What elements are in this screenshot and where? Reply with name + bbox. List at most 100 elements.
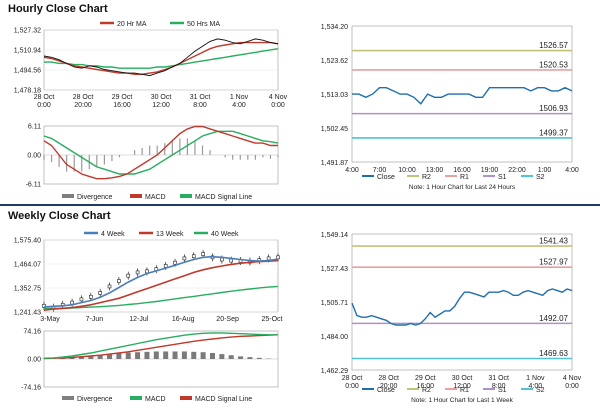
legend-label: R1	[460, 387, 469, 394]
y-tick-label: 0.00	[27, 357, 41, 364]
divergence-bar	[256, 357, 262, 359]
legend-label: MACD	[145, 396, 166, 403]
x-tick-label: 31 Oct	[488, 375, 509, 382]
legend-label: Close	[377, 174, 395, 181]
x-tick-label: 4 Nov	[563, 375, 582, 382]
x-tick-label: 16:00	[113, 102, 131, 109]
y-tick-label: 1,527.32	[14, 28, 41, 35]
chart-note: Note: 1 Hour Chart for Last 1 Week	[411, 397, 514, 404]
candle-body	[201, 252, 205, 256]
hourly-price-panel: 20 Hr MA 50 Hrs MA 1,527.32 1,510.94 1,494.5…	[0, 16, 290, 116]
y-tick-label: 1,534.20	[321, 24, 348, 31]
x-tick-label: 4:00	[529, 383, 543, 390]
divergence-bar	[247, 357, 253, 359]
y-tick-label: 1,491.87	[321, 160, 348, 167]
legend-label: S2	[536, 387, 545, 394]
legend-label: S1	[498, 174, 507, 181]
x-tick-label: 20-Sep	[216, 316, 239, 323]
x-tick-label: 28 Oct	[342, 375, 363, 382]
legend-label: R1	[460, 174, 469, 181]
divergence-bar	[116, 353, 122, 359]
x-tick-label: 28 Oct	[378, 375, 399, 382]
x-tick-label: 28 Oct	[34, 94, 55, 101]
x-tick-label: 7:00	[373, 167, 387, 174]
ma4-line	[43, 255, 279, 308]
legend-label: 40 Week	[211, 231, 239, 238]
legend-label: MACD Signal Line	[195, 396, 252, 403]
x-tick-label: 10:00	[398, 167, 416, 174]
x-tick-label: 30 Oct	[151, 94, 172, 101]
x-tick-label: 29 Oct	[112, 94, 133, 101]
legend-label: Divergence	[77, 396, 113, 403]
hourly-price-chart: 20 Hr MA 50 Hrs MA 1,527.32 1,510.94 1,494.5…	[14, 21, 288, 109]
candle-body	[98, 291, 102, 295]
x-tick-label: 7-Jun	[86, 316, 104, 323]
x-tick-label: 1:00	[538, 167, 552, 174]
x-tick-label: 28 Oct	[73, 94, 94, 101]
x-tick-label: 12-Jul	[129, 316, 149, 323]
legend-label: 50 Hrs MA	[187, 21, 220, 28]
level-s1-label: 1492.07	[539, 314, 568, 323]
candle-body	[135, 270, 140, 275]
candle-body	[220, 257, 224, 262]
legend-label: R2	[422, 174, 431, 181]
y-tick-label: 1,462.29	[321, 368, 348, 375]
close-line	[352, 86, 573, 105]
chart-note: Note: 1 Hour Chart for Last 24 Hours	[409, 184, 516, 191]
weekly-price-panel: 4 Week 13 Week 40 Week 1,575.40 1,464.07 1,35…	[0, 224, 290, 326]
candle-body	[266, 256, 271, 261]
hourly-levels-panel: 1,534.20 1,523.62 1,513.03 1,502.45 1,491.87…	[300, 16, 595, 206]
x-tick-label: 0:00	[271, 102, 285, 109]
legend-swatch	[180, 396, 192, 400]
x-tick-label: 13:00	[426, 167, 444, 174]
x-tick-label: 4:00	[232, 102, 246, 109]
candle-body	[182, 256, 187, 261]
y-tick-label: 1,523.62	[321, 58, 348, 65]
level-r1-label: 1527.97	[539, 258, 568, 267]
candle-body	[70, 300, 74, 305]
weekly-levels-chart: 1,549.14 1,527.43 1,505.71 1,484.00 1,462.29…	[321, 232, 582, 404]
y-tick-label: -74.16	[21, 385, 41, 392]
candle-body	[79, 297, 84, 302]
y-tick-label: 1,527.43	[321, 266, 348, 273]
x-tick-label: 20:00	[380, 383, 398, 390]
x-tick-label: 12:00	[453, 383, 471, 390]
x-tick-label: 4:00	[565, 167, 579, 174]
x-tick-label: 16:00	[417, 383, 435, 390]
legend-swatch	[62, 194, 74, 198]
ma50-line	[44, 48, 279, 69]
divergence-bar	[88, 355, 94, 359]
section-divider	[0, 204, 600, 206]
divergence-bar	[153, 351, 159, 359]
y-tick-label: 1,464.07	[14, 262, 41, 269]
divergence-bar	[172, 351, 178, 359]
x-tick-label: 25-Oct	[261, 316, 282, 323]
legend-swatch	[130, 396, 142, 400]
legend-label: Close	[377, 387, 395, 394]
legend-label: Divergence	[77, 194, 113, 201]
hourly-levels-chart: 1,534.20 1,523.62 1,513.03 1,502.45 1,491.87…	[321, 24, 579, 191]
level-r2-label: 1526.57	[539, 41, 568, 50]
divergence-bar	[107, 354, 113, 359]
candle-body	[173, 260, 177, 265]
divergence-bar	[125, 352, 131, 359]
candle-body	[42, 304, 46, 308]
hourly-macd-chart: 6.11 0.00 -6.11 Divergence MACD MACD Signal L…	[26, 124, 279, 201]
divergence-bar	[191, 351, 197, 359]
x-tick-label: 0:00	[345, 383, 359, 390]
weekly-levels-panel: 1,549.14 1,527.43 1,505.71 1,484.00 1,462.29…	[300, 224, 595, 413]
legend-label: MACD	[145, 194, 166, 201]
candle-body	[126, 273, 131, 278]
x-tick-label: 29 Oct	[415, 375, 436, 382]
x-tick-label: 12:00	[152, 102, 170, 109]
divergence-bar	[219, 354, 225, 359]
y-tick-label: 1,484.00	[321, 334, 348, 341]
y-tick-label: 1,505.71	[321, 300, 348, 307]
legend-label: S2	[536, 174, 545, 181]
divergence-bar	[200, 352, 206, 359]
x-tick-label: 0:00	[565, 383, 579, 390]
legend-label: S1	[498, 387, 507, 394]
candle-body	[229, 258, 233, 263]
level-s1-label: 1506.93	[539, 104, 568, 113]
legend-label: R2	[422, 387, 431, 394]
